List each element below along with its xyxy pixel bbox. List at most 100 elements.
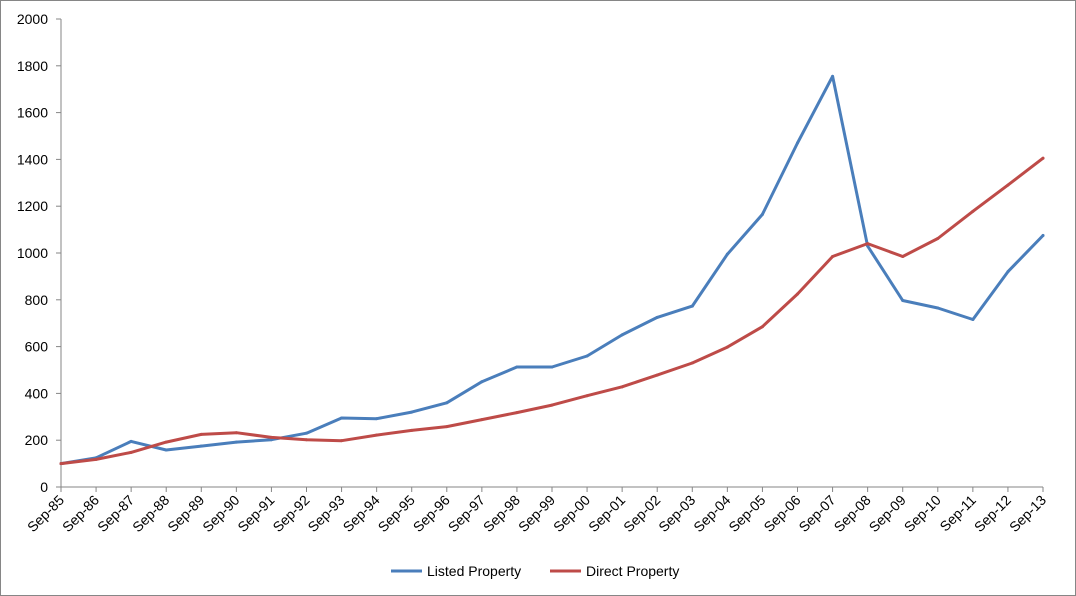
data-point — [1006, 270, 1010, 274]
data-point — [164, 440, 168, 444]
axes: 0 200 400 600 800 1000 1200 1400 1600 1800 2000 Sep… — [17, 11, 1049, 535]
data-point — [59, 462, 63, 466]
data-point — [234, 431, 238, 435]
data-point — [340, 416, 344, 420]
data-point — [690, 361, 694, 365]
data-point — [690, 304, 694, 308]
data-point — [585, 394, 589, 398]
x-tick-label: Sep-07 — [795, 492, 838, 535]
legend-label: Direct Property — [586, 563, 679, 579]
x-tick-label: Sep-02 — [620, 492, 663, 535]
data-point — [901, 255, 905, 259]
data-point — [94, 457, 98, 461]
data-point — [305, 438, 308, 442]
data-point — [831, 74, 835, 78]
x-tick-label: Sep-89 — [164, 492, 207, 535]
data-point — [515, 365, 519, 369]
y-tick-label: 1400 — [17, 151, 48, 167]
data-point — [234, 440, 238, 444]
legend-item-0: Listed Property — [391, 563, 521, 579]
data-point — [199, 432, 203, 436]
x-tick-label: Sep-95 — [375, 492, 418, 535]
x-tick-label: Sep-09 — [866, 492, 909, 535]
x-tick-label: Sep-13 — [1006, 492, 1049, 535]
data-point — [1041, 233, 1045, 237]
data-point — [971, 209, 975, 213]
data-point — [796, 292, 799, 296]
x-tick-label: Sep-86 — [59, 492, 102, 535]
data-point — [901, 299, 905, 303]
x-tick-label: Sep-04 — [690, 492, 733, 535]
x-tick-label: Sep-10 — [901, 492, 944, 535]
x-tick-label: Sep-87 — [94, 492, 137, 535]
data-point — [515, 411, 519, 415]
y-tick-label: 1000 — [17, 245, 48, 261]
data-point — [410, 428, 414, 432]
data-point — [445, 401, 449, 405]
x-tick-label: Sep-06 — [760, 492, 803, 535]
x-tick-label: Sep-85 — [24, 492, 67, 535]
x-tick-label: Sep-96 — [410, 492, 453, 535]
data-point — [340, 439, 344, 443]
data-point — [971, 317, 975, 321]
data-point — [375, 417, 379, 421]
x-tick-label: Sep-88 — [129, 492, 172, 535]
data-point — [1006, 183, 1010, 187]
data-point — [129, 439, 133, 443]
data-point — [375, 433, 379, 437]
y-tick-label: 1200 — [17, 198, 48, 214]
y-tick-label: 800 — [25, 292, 49, 308]
x-tick-label: Sep-12 — [971, 492, 1014, 535]
x-tick-label: Sep-11 — [936, 492, 979, 535]
y-tick-label: 2000 — [17, 11, 48, 27]
x-tick-label: Sep-99 — [515, 492, 558, 535]
y-tick-label: 0 — [40, 479, 48, 495]
data-point — [655, 315, 659, 319]
series-layer — [59, 74, 1045, 466]
data-point — [480, 418, 484, 422]
legend-label: Listed Property — [427, 563, 521, 579]
data-point — [655, 373, 659, 377]
x-tick-label: Sep-03 — [655, 492, 698, 535]
x-tick-label: Sep-01 — [585, 492, 628, 535]
y-tick-label: 400 — [25, 385, 49, 401]
data-point — [760, 212, 764, 216]
data-point — [831, 255, 835, 259]
series-line-1 — [59, 156, 1045, 466]
data-point — [480, 380, 484, 384]
data-point — [269, 438, 273, 442]
x-tick-label: Sep-92 — [269, 492, 312, 535]
data-point — [1041, 156, 1045, 160]
data-point — [550, 365, 554, 369]
data-point — [410, 410, 414, 414]
data-point — [620, 385, 624, 389]
x-tick-label: Sep-91 — [234, 492, 277, 535]
data-point — [725, 345, 729, 349]
x-tick-label: Sep-98 — [480, 492, 523, 535]
x-tick-label: Sep-00 — [550, 492, 593, 535]
y-tick-label: 1800 — [17, 58, 48, 74]
data-point — [620, 333, 624, 337]
data-point — [199, 444, 203, 448]
y-tick-label: 600 — [25, 339, 49, 355]
data-point — [796, 141, 799, 145]
data-point — [936, 306, 940, 310]
legend-item-1: Direct Property — [550, 563, 679, 579]
x-tick-label: Sep-90 — [199, 492, 242, 535]
data-point — [725, 252, 729, 256]
data-point — [936, 236, 940, 240]
data-point — [585, 354, 589, 358]
legend: Listed Property Direct Property — [391, 563, 679, 579]
data-point — [305, 431, 308, 435]
data-point — [129, 450, 133, 454]
x-tick-label: Sep-05 — [725, 492, 768, 535]
x-tick-label: Sep-93 — [304, 492, 347, 535]
x-tick-label: Sep-08 — [831, 492, 874, 535]
y-tick-label: 1600 — [17, 105, 48, 121]
data-point — [269, 435, 273, 439]
y-tick-label: 200 — [25, 432, 49, 448]
data-point — [760, 325, 764, 329]
data-point — [445, 425, 449, 429]
